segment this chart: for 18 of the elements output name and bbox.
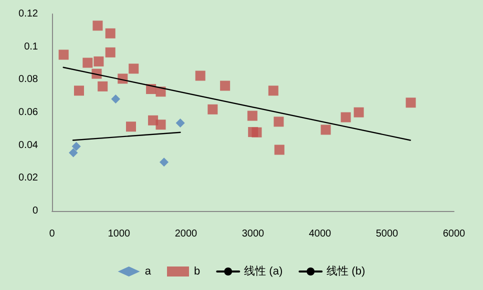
y-tick-label: 0.1 <box>24 41 38 52</box>
x-tick-label: 1000 <box>108 228 131 240</box>
y-tick-label: 0 <box>32 206 38 216</box>
y-tick-label: 0.12 <box>18 8 38 20</box>
y-tick-label: 0.08 <box>18 74 38 86</box>
x-tick-label: 5000 <box>376 228 399 240</box>
legend-label: a <box>144 266 152 278</box>
legend-label: 线性 (b) <box>326 264 366 278</box>
x-tick-label: 4000 <box>308 228 332 240</box>
x-tick-label: 2000 <box>174 228 198 240</box>
x-tick-label: 3000 <box>242 228 265 240</box>
x-tick-label: 0 <box>49 228 56 240</box>
legend-label: 线性 (a) <box>244 264 283 278</box>
y-tick-label: 0.06 <box>18 107 38 118</box>
y-tick-label: 0.02 <box>18 172 38 184</box>
x-tick-label: 6000 <box>442 228 466 240</box>
y-tick-label: 0.04 <box>18 140 38 151</box>
legend-label: b <box>194 266 200 278</box>
